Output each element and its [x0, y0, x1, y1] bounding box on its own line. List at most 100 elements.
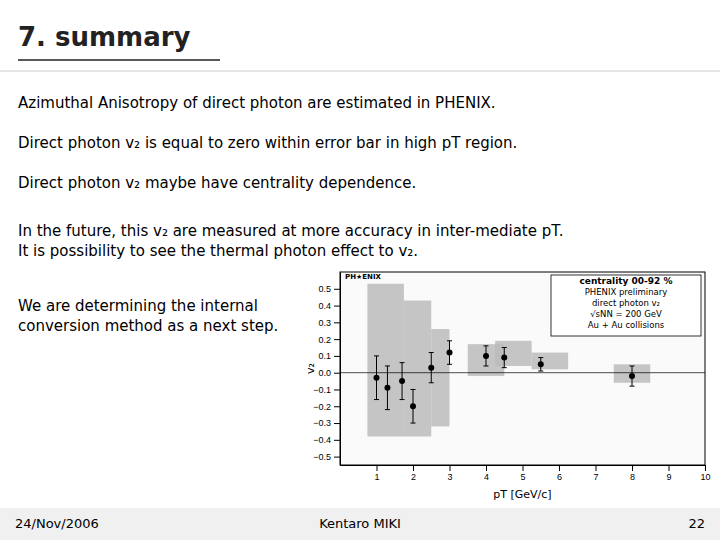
title-rule: [18, 59, 220, 61]
y-tick: 0.3: [318, 318, 340, 328]
body-line: conversion method as a next step.: [18, 317, 278, 335]
x-tick-label: 10: [700, 472, 710, 482]
footer-text: 22: [688, 516, 705, 531]
header-rule: [0, 71, 720, 72]
data-point: [428, 365, 434, 371]
data-point: [384, 385, 390, 391]
systematic-band: [404, 301, 431, 437]
y-axis-line: [340, 273, 341, 466]
plot-frame: [340, 272, 705, 465]
x-tick-mark: [523, 465, 524, 471]
y-tick-label: −0.3: [313, 418, 331, 428]
x-tick-label: 3: [447, 472, 452, 482]
error-bar: [484, 346, 489, 366]
systematic-band: [431, 329, 449, 426]
body-line: We are determining the internal: [18, 297, 258, 315]
y-tick-mark: [334, 322, 340, 323]
y-tick-mark: [334, 289, 340, 290]
x-axis: 1 2 3 4 5 6 7 8 9 10: [341, 465, 711, 482]
error-bar: [630, 366, 635, 386]
error-bar: [411, 389, 416, 423]
data-point: [410, 403, 416, 409]
x-tick: 2: [411, 465, 416, 482]
y-tick-label: −0.4: [313, 435, 331, 445]
y-tick-label: −0.2: [313, 402, 331, 412]
x-tick-mark: [413, 465, 414, 471]
body-line: Azimuthal Anisotropy of direct photon ar…: [18, 94, 496, 112]
x-tick-mark: [632, 465, 633, 471]
y-tick-label: 0.3: [318, 318, 331, 328]
x-tick: 6: [557, 465, 562, 482]
x-tick-label: 5: [520, 472, 525, 482]
x-tick-mark: [705, 465, 706, 471]
y-tick-mark: [334, 373, 340, 374]
data-point: [483, 353, 489, 359]
x-tick-mark: [596, 465, 597, 471]
x-tick: 1: [374, 465, 379, 482]
data-point: [447, 350, 453, 356]
x-tick: 10: [700, 465, 710, 482]
error-bar: [502, 348, 507, 368]
label-box-text: √sNN = 200 GeV: [590, 309, 662, 319]
footer-text: 24/Nov/2006: [15, 516, 99, 531]
x-tick-label: 4: [484, 472, 489, 482]
slide: 7. summary Azimuthal Anisotropy of direct…: [0, 0, 720, 540]
label-box-text: direct photon v₂: [592, 298, 660, 308]
y-tick: 0.4: [318, 301, 340, 311]
x-tick: 8: [630, 465, 635, 482]
data-point: [374, 375, 380, 381]
y-tick-mark: [334, 423, 340, 424]
x-tick: 9: [666, 465, 671, 482]
plot-area: [340, 284, 705, 437]
y-tick: −0.1: [313, 385, 340, 395]
y-tick-mark: [334, 389, 340, 390]
x-tick-mark: [486, 465, 487, 471]
label-box-text: Au + Au collisions: [588, 320, 665, 330]
zero-line: [340, 372, 705, 373]
systematic-band: [367, 284, 404, 437]
error-bar: [400, 363, 405, 400]
x-tick-label: 7: [593, 472, 598, 482]
x-tick-mark: [559, 465, 560, 471]
y-axis-title: v₂: [304, 363, 317, 374]
x-tick: 7: [593, 465, 598, 482]
systematic-band: [495, 341, 532, 366]
x-tick: 4: [484, 465, 489, 482]
footer-text: Kentaro MIKI: [319, 516, 401, 531]
y-tick: −0.3: [313, 418, 340, 428]
logo: PH★ENIX: [345, 273, 382, 281]
y-tick: −0.2: [313, 402, 340, 412]
data-point: [501, 355, 507, 361]
x-tick-label: 2: [411, 472, 416, 482]
label-box-text: PHENIX preliminary: [585, 287, 668, 297]
error-bar: [374, 356, 379, 400]
y-tick: 0.5: [318, 284, 340, 294]
y-tick-label: 0.1: [318, 351, 331, 361]
y-tick-mark: [334, 339, 340, 340]
body-line: Direct photon v₂ maybe have centrality d…: [18, 174, 416, 192]
label-box: [551, 275, 701, 336]
x-tick: 3: [447, 465, 452, 482]
footer-bg: [0, 508, 720, 540]
title: 7. summary: [18, 22, 191, 52]
data-point: [399, 378, 405, 384]
y-tick-mark: [334, 306, 340, 307]
y-tick-mark: [334, 406, 340, 407]
error-bar: [385, 366, 390, 410]
body-line: It is possibility to see the thermal pho…: [18, 242, 418, 260]
y-tick-mark: [334, 457, 340, 458]
systematic-band: [532, 353, 569, 370]
body-line: Direct photon v₂ is equal to zero within…: [18, 134, 517, 152]
y-tick-label: 0.5: [318, 284, 331, 294]
y-tick: −0.5: [313, 452, 340, 462]
data-point: [629, 373, 635, 379]
x-tick-label: 9: [666, 472, 671, 482]
y-tick-mark: [334, 356, 340, 357]
x-tick-mark: [669, 465, 670, 471]
error-bar: [447, 341, 452, 364]
x-axis-title: pT [GeV/c]: [493, 488, 551, 501]
y-tick: −0.4: [313, 435, 340, 445]
y-tick-mark: [334, 440, 340, 441]
x-tick-label: 1: [374, 472, 379, 482]
error-bar: [538, 358, 543, 371]
